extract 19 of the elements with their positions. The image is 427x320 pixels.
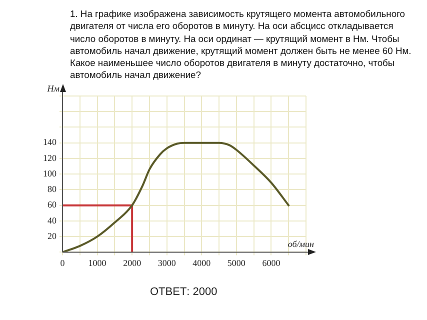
x-tick-label: 5000 (227, 258, 246, 268)
y-tick-label: 100 (43, 168, 57, 178)
x-tick-label: 6000 (262, 258, 281, 268)
line-series (62, 142, 290, 252)
chart-title: 1. На графике изображена зависимость крутящего момента автомобильного двигателя от числа его оборотов в минуту. На оси абсцисс откладывается число оборотов в минуту. На оси ординат — крутящий момент в Нм. Чтобы автомобиль начал движение, крутящий момент должен быть не менее 60 Нм. Какое наименьшее число оборотов двигателя в минуту достаточно, чтобы автомобиль начал движение? (70, 8, 412, 82)
y-tick-label: 140 (43, 137, 57, 148)
x-tick-label: 1000 (88, 258, 107, 268)
x-axis-title: об/мин (288, 239, 315, 250)
x-tick-label: 0 (60, 258, 66, 268)
y-axis-title: Нм (46, 83, 60, 94)
y-tick-label: 40 (48, 215, 57, 226)
y-tick-label: 60 (48, 200, 57, 210)
y-tick-label: 80 (48, 184, 57, 194)
x-tick-label: 4000 (192, 258, 212, 268)
text: ОТВЕТ: 2000 (150, 286, 218, 298)
x-tick-label: 3000 (158, 258, 176, 268)
y-tick-label: 120 (43, 152, 57, 163)
y-tick-label: 20 (48, 230, 57, 241)
x-tick-label: 2000 (123, 258, 142, 268)
